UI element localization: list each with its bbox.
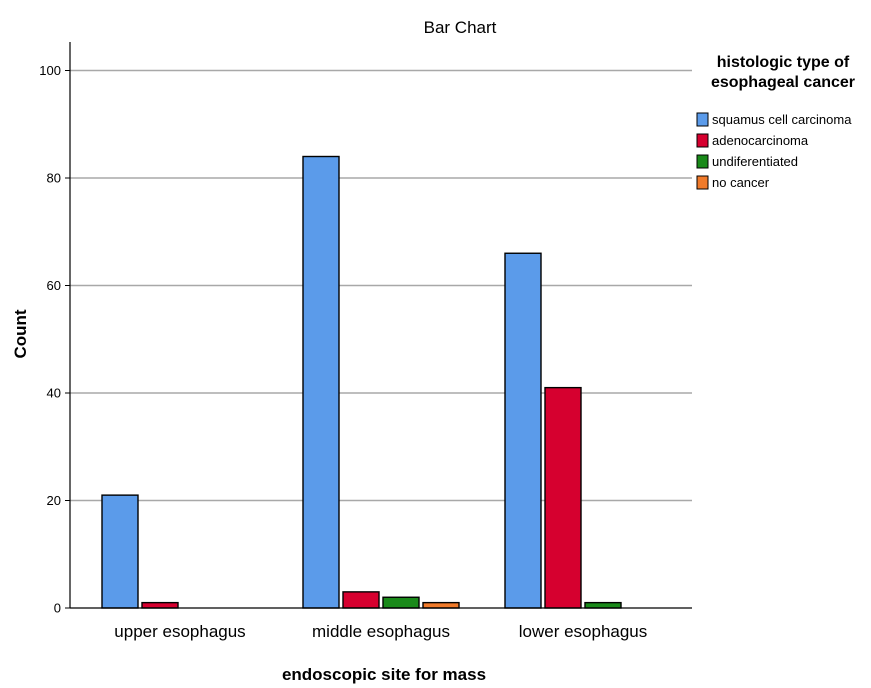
chart-title: Bar Chart bbox=[424, 18, 497, 37]
bar-middle-esophagus-no-cancer bbox=[422, 601, 460, 609]
y-tick-label: 0 bbox=[54, 601, 61, 616]
legend: histologic type of esophageal cancer squ… bbox=[696, 54, 855, 190]
x-category-label: middle esophagus bbox=[312, 622, 450, 641]
legend-label: squamus cell carcinoma bbox=[712, 112, 852, 127]
legend-items: squamus cell carcinoma adenocarcinoma undi… bbox=[696, 112, 852, 190]
legend-swatch-squamus-cell-carcinoma bbox=[696, 112, 709, 127]
bar-lower-esophagus-undiferentiated bbox=[584, 601, 622, 609]
bar-upper-esophagus-adenocarcinoma bbox=[141, 601, 179, 609]
grid-lines bbox=[70, 69, 692, 502]
legend-label: adenocarcinoma bbox=[712, 133, 809, 148]
bar-middle-esophagus-undiferentiated bbox=[382, 596, 420, 609]
y-tick-label: 40 bbox=[47, 386, 61, 401]
y-axis-title: Count bbox=[11, 309, 30, 358]
legend-swatch-undiferentiated bbox=[696, 154, 709, 169]
bars bbox=[101, 155, 622, 609]
axes: 0 20 40 60 80 100 upper esophagus middle esopha… bbox=[39, 42, 692, 641]
y-tick-label: 20 bbox=[47, 493, 61, 508]
legend-title-line-1: histologic type of bbox=[717, 54, 850, 71]
legend-label: no cancer bbox=[712, 175, 770, 190]
bar-upper-esophagus-squamus-cell-carcinoma bbox=[101, 494, 139, 609]
x-category-label: upper esophagus bbox=[114, 622, 245, 641]
x-axis-title: endoscopic site for mass bbox=[282, 665, 486, 684]
y-tick-label: 60 bbox=[47, 278, 61, 293]
legend-swatch-no-cancer bbox=[696, 175, 709, 190]
legend-label: undiferentiated bbox=[712, 154, 798, 169]
bar-middle-esophagus-adenocarcinoma bbox=[342, 591, 380, 609]
legend-title-line-2: esophageal cancer bbox=[711, 74, 855, 91]
y-tick-label: 80 bbox=[47, 171, 61, 186]
x-category-label: lower esophagus bbox=[519, 622, 648, 641]
y-tick-label: 100 bbox=[39, 63, 61, 78]
legend-swatch-adenocarcinoma bbox=[696, 133, 709, 148]
bar-lower-esophagus-squamus-cell-carcinoma bbox=[504, 252, 542, 609]
bar-lower-esophagus-adenocarcinoma bbox=[544, 386, 582, 609]
bar-middle-esophagus-squamus-cell-carcinoma bbox=[302, 155, 340, 609]
